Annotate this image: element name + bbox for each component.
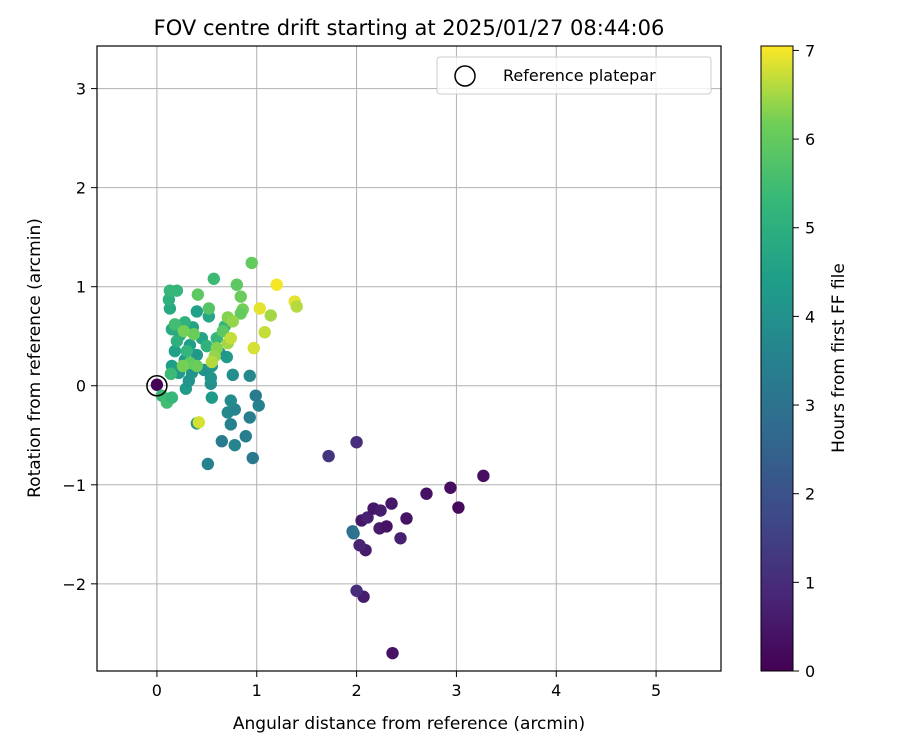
data-point bbox=[452, 501, 465, 514]
data-point bbox=[420, 487, 433, 500]
data-point bbox=[224, 394, 237, 407]
x-tick-label: 5 bbox=[651, 681, 661, 700]
colorbar-tick-label: 0 bbox=[805, 662, 815, 681]
data-point bbox=[226, 315, 239, 328]
data-point bbox=[380, 520, 393, 533]
data-point bbox=[347, 527, 360, 540]
data-point bbox=[245, 256, 258, 270]
x-axis-ticks: 0 1 2 3 4 5 bbox=[152, 671, 661, 700]
data-point bbox=[191, 288, 205, 301]
x-tick-label: 0 bbox=[152, 681, 162, 700]
grid bbox=[97, 46, 721, 671]
colorbar-label: Hours from first FF file bbox=[829, 263, 849, 453]
chart-title: FOV centre drift starting at 2025/01/27 … bbox=[154, 16, 665, 40]
legend-box bbox=[436, 56, 712, 95]
scatter-points bbox=[146, 256, 490, 660]
data-point bbox=[350, 435, 363, 449]
data-point bbox=[216, 325, 229, 338]
data-point bbox=[239, 430, 252, 443]
data-point bbox=[386, 646, 399, 660]
data-point bbox=[270, 278, 283, 291]
data-point bbox=[165, 391, 179, 404]
y-tick-label: 3 bbox=[76, 80, 86, 99]
colorbar-tick-label: 6 bbox=[805, 130, 815, 149]
data-point bbox=[215, 435, 228, 448]
colorbar-tick-label: 7 bbox=[805, 41, 815, 60]
data-point bbox=[264, 309, 277, 322]
data-point bbox=[385, 497, 398, 510]
data-point bbox=[361, 511, 374, 524]
data-point bbox=[180, 344, 194, 358]
data-point bbox=[374, 504, 387, 517]
legend-label: Reference platepar bbox=[503, 66, 656, 85]
data-point bbox=[163, 284, 177, 297]
data-point bbox=[477, 469, 490, 483]
data-point bbox=[246, 451, 259, 465]
x-tick-label: 2 bbox=[351, 681, 361, 700]
data-point bbox=[247, 341, 260, 355]
data-point bbox=[322, 449, 335, 463]
data-point bbox=[253, 302, 266, 315]
reference-marker bbox=[146, 374, 168, 397]
data-point bbox=[226, 368, 239, 382]
x-tick-label: 1 bbox=[252, 681, 262, 700]
colorbar-ticks: 0 1 2 3 4 5 6 7 bbox=[793, 41, 815, 681]
data-point bbox=[400, 512, 413, 525]
colorbar-tick-label: 1 bbox=[805, 573, 815, 592]
legend-marker bbox=[454, 65, 476, 87]
data-point bbox=[170, 334, 184, 348]
data-point bbox=[176, 359, 190, 373]
data-point bbox=[444, 481, 457, 494]
data-point bbox=[228, 438, 241, 452]
data-point bbox=[192, 416, 206, 429]
y-tick-label: 2 bbox=[76, 179, 86, 198]
data-point bbox=[224, 418, 237, 431]
y-axis-ticks: −2 −1 0 1 2 3 bbox=[62, 80, 97, 594]
y-tick-label: 0 bbox=[76, 377, 86, 396]
x-tick-label: 4 bbox=[551, 681, 561, 700]
y-tick-label: 1 bbox=[76, 278, 86, 297]
data-point bbox=[243, 411, 256, 424]
colorbar-tick-label: 3 bbox=[805, 396, 815, 415]
data-point bbox=[234, 307, 247, 320]
data-point bbox=[394, 532, 407, 545]
data-point bbox=[202, 302, 216, 315]
data-point bbox=[230, 278, 243, 291]
data-point bbox=[177, 325, 191, 338]
data-point bbox=[205, 355, 219, 369]
colorbar-tick-label: 2 bbox=[805, 485, 815, 504]
data-point bbox=[201, 457, 215, 471]
x-axis-label: Angular distance from reference (arcmin) bbox=[233, 714, 585, 734]
data-point bbox=[187, 328, 201, 341]
x-tick-label: 3 bbox=[451, 681, 461, 700]
data-point bbox=[243, 369, 256, 383]
data-point bbox=[224, 331, 237, 345]
data-point bbox=[168, 344, 182, 358]
data-point bbox=[258, 326, 271, 339]
data-point bbox=[353, 539, 366, 552]
legend: Reference platepar bbox=[436, 56, 712, 95]
colorbar-tick-label: 5 bbox=[805, 219, 815, 238]
data-point bbox=[168, 318, 182, 331]
y-axis-label: Rotation from reference (arcmin) bbox=[25, 218, 45, 498]
data-point bbox=[190, 359, 204, 373]
data-point bbox=[350, 584, 363, 597]
data-point bbox=[290, 300, 303, 313]
data-point bbox=[252, 399, 265, 412]
colorbar bbox=[760, 45, 794, 672]
y-tick-label: −1 bbox=[62, 476, 86, 495]
plot-frame bbox=[96, 45, 722, 672]
data-point bbox=[150, 378, 164, 391]
y-tick-label: −2 bbox=[62, 575, 86, 594]
data-point bbox=[200, 339, 214, 353]
data-point bbox=[207, 272, 221, 285]
data-point bbox=[234, 290, 247, 303]
data-point bbox=[205, 391, 219, 404]
data-point bbox=[164, 367, 178, 381]
data-point bbox=[249, 389, 262, 402]
data-point bbox=[190, 305, 204, 318]
colorbar-tick-label: 4 bbox=[805, 307, 815, 326]
